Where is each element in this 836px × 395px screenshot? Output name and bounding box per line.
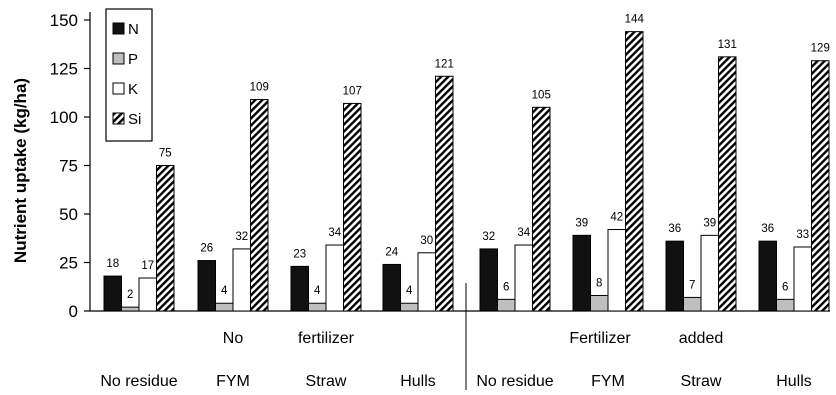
bar-n: [572, 234, 591, 312]
treatment-group-label: Fertilizer: [569, 330, 631, 347]
bar-layer: [103, 31, 830, 312]
data-label: 4: [221, 285, 228, 297]
category-label: FYM: [216, 373, 250, 390]
bar-n: [290, 265, 309, 312]
bar-n: [665, 240, 684, 312]
bar-si: [718, 56, 737, 312]
y-tick-label: 125: [50, 60, 78, 79]
data-label: 144: [625, 14, 645, 26]
bar-si: [625, 31, 644, 312]
legend-label-p: P: [128, 51, 138, 68]
data-label: 34: [328, 227, 341, 239]
treatment-group-label: fertilizer: [298, 330, 355, 347]
legend-swatch-p: [112, 52, 125, 65]
y-tick-label: 50: [59, 205, 78, 224]
chart-legend: NPK Si: [105, 8, 153, 142]
data-label: 7: [689, 279, 695, 291]
y-tick-label: 0: [69, 302, 78, 321]
category-label: Straw: [306, 373, 347, 390]
data-label: 24: [385, 246, 398, 258]
data-label: 6: [782, 281, 788, 293]
bar-si: [532, 106, 551, 312]
bar-si: [435, 75, 454, 312]
data-label: 2: [127, 289, 133, 301]
bar-si: [811, 60, 830, 312]
bar-p: [308, 302, 327, 312]
category-label: Straw: [681, 373, 722, 390]
bar-p: [683, 296, 702, 312]
data-label: 36: [668, 223, 681, 235]
legend-swatch-k: [112, 82, 125, 95]
bar-p: [121, 306, 140, 312]
data-label: 39: [575, 217, 588, 229]
data-label: 23: [293, 248, 306, 260]
bar-p: [215, 302, 234, 312]
data-label: 30: [420, 235, 433, 247]
bar-n: [382, 263, 401, 312]
data-label: 34: [517, 227, 530, 239]
data-label: 107: [343, 85, 362, 97]
bar-k: [417, 252, 436, 312]
category-label: No residue: [100, 373, 177, 390]
data-label: 8: [596, 277, 602, 289]
bar-k: [138, 277, 157, 312]
bar-k: [793, 246, 812, 312]
category-label: FYM: [591, 373, 625, 390]
bar-k: [607, 229, 626, 312]
bar-k: [514, 244, 533, 312]
y-tick-label: 100: [50, 108, 78, 127]
legend-label-si: Si: [128, 111, 141, 128]
bar-k: [325, 244, 344, 312]
bar-n: [197, 260, 216, 312]
category-label: Hulls: [776, 373, 812, 390]
data-label: 4: [406, 285, 413, 297]
bar-p: [400, 302, 419, 312]
data-label: 4: [314, 285, 321, 297]
bar-p: [776, 298, 795, 312]
data-label: 105: [532, 89, 551, 101]
category-label: No residue: [476, 373, 553, 390]
bar-n: [479, 248, 498, 312]
data-label: 39: [703, 217, 716, 229]
data-label: 42: [610, 212, 623, 224]
data-label: 17: [141, 260, 154, 272]
y-tick-label: 75: [59, 157, 78, 176]
bar-si: [250, 99, 269, 312]
data-label: 121: [435, 58, 454, 70]
data-label: 131: [718, 39, 737, 51]
bar-n: [758, 240, 777, 312]
legend-label-n: N: [128, 21, 139, 38]
bar-k: [700, 234, 719, 312]
bar-k: [232, 248, 251, 312]
category-label: Hulls: [400, 373, 436, 390]
bar-si: [343, 102, 362, 312]
data-label: 6: [503, 281, 509, 293]
data-label: 129: [811, 43, 830, 55]
data-label: 32: [482, 231, 495, 243]
legend-swatch-n: [112, 22, 125, 35]
bar-p: [497, 298, 516, 312]
y-axis-label: Nutrient uptake (kg/ha): [11, 78, 30, 263]
bar-si: [156, 165, 175, 312]
data-label: 109: [250, 82, 269, 94]
data-label: 36: [761, 223, 774, 235]
data-label: 75: [159, 148, 172, 160]
y-tick-label: 150: [50, 11, 78, 30]
bar-p: [590, 294, 609, 312]
data-label: 33: [796, 229, 809, 241]
treatment-group-label: No: [223, 330, 244, 347]
data-label: 26: [200, 243, 213, 255]
treatment-group-label: added: [679, 330, 724, 347]
y-tick-label: 25: [59, 254, 78, 273]
bar-n: [103, 275, 122, 312]
legend-label-k: K: [128, 81, 138, 98]
data-label: 18: [106, 258, 119, 270]
data-label: 32: [235, 231, 248, 243]
legend-swatch-si: [112, 112, 125, 125]
